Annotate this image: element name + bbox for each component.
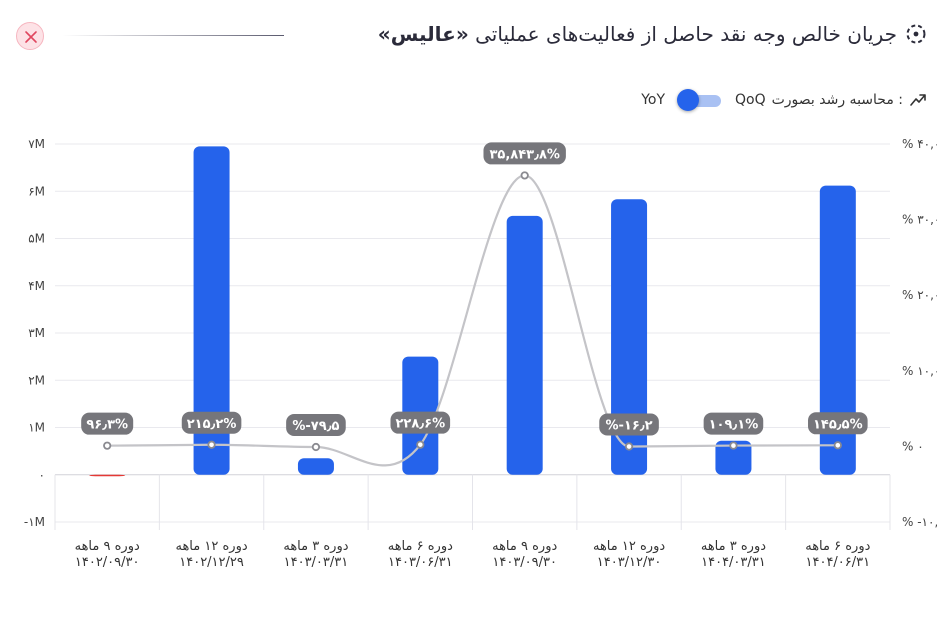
trend-arrow-icon: [910, 94, 926, 106]
growth-value-label: ۲۱۵٫۲%: [187, 417, 237, 432]
y-right-tick-label: % -۱۰,۰۰۰: [902, 515, 937, 529]
title-divider: [62, 35, 284, 36]
y-left-tick-label: ۰: [39, 468, 45, 482]
growth-point: [207, 440, 216, 449]
chart-title: جریان خالص وجه نقد حاصل از فعالیت‌های عم…: [378, 22, 927, 46]
y-left-tick-label: ۶M: [28, 184, 45, 198]
x-tick-date: ۱۴۰۲/۰۹/۳۰: [75, 555, 140, 570]
growth-value-label: ۱۴۵٫۵%: [813, 417, 863, 432]
x-tick-label: دوره ۹ ماهه: [75, 539, 140, 554]
growth-label-bg: [599, 413, 659, 436]
x-tick-date: ۱۴۰۴/۰۶/۳۱: [806, 555, 871, 570]
y-right-tick-label: % ۲۰,۰۰۰: [902, 288, 937, 302]
bar: [715, 440, 752, 475]
title-company: «عالیس»: [377, 22, 469, 46]
x-tick-date: ۱۴۰۳/۱۲/۳۰: [597, 555, 662, 570]
growth-value-label: ۲۲۸٫۶%: [395, 417, 445, 432]
x-tick-date: ۱۴۰۳/۰۳/۳۱: [284, 555, 349, 570]
growth-value-label: ۱۰۹٫۱%: [709, 418, 759, 433]
growth-label: محاسبه رشد بصورت :: [771, 92, 903, 108]
bar: [819, 185, 856, 475]
growth-point: [624, 442, 634, 451]
x-tick-label: دوره ۶ ماهه: [805, 539, 870, 554]
bar: [506, 215, 543, 475]
growth-label-bg: [181, 411, 242, 434]
growth-point: [103, 441, 112, 450]
growth-value-label: %-۷۹٫۵: [292, 419, 339, 434]
y-left-tick-label: ۵M: [28, 232, 45, 246]
growth-label-bg: [483, 142, 566, 165]
x-tick-date: ۱۴۰۳/۰۹/۳۰: [492, 555, 557, 570]
growth-point: [729, 441, 738, 450]
title-bar: جریان خالص وجه نقد حاصل از فعالیت‌های عم…: [0, 18, 937, 54]
growth-point: [416, 440, 425, 449]
page-title: جریان خالص وجه نقد حاصل از فعالیت‌های عم…: [378, 22, 897, 46]
y-left-tick-label: ۱M: [28, 421, 45, 435]
y-left-tick-label: ۴M: [28, 279, 45, 293]
bar: [611, 199, 648, 475]
title-prefix: جریان خالص وجه نقد حاصل از فعالیت‌های عم…: [475, 22, 897, 46]
growth-value-label: ۳۵,۸۴۳٫۸%: [489, 147, 559, 162]
growth-value-label: %-۱۶٫۲: [606, 419, 653, 434]
close-button[interactable]: [16, 22, 44, 50]
y-left-tick-label: -۱M: [24, 515, 45, 529]
y-right-tick-label: % ۱۰,۰۰۰: [902, 364, 937, 378]
growth-value-label: ۹۶٫۳%: [86, 418, 128, 433]
x-tick-date: ۱۴۰۴/۰۳/۳۱: [701, 555, 766, 570]
y-right-tick-label: % ۰: [902, 439, 924, 453]
x-tick-label: دوره ۶ ماهه: [388, 539, 453, 554]
growth-label-bg: [390, 411, 451, 434]
y-left-tick-label: ۷M: [28, 137, 45, 151]
growth-label-bg: [703, 412, 764, 435]
y-right-tick-label: % ۴۰,۰۰۰: [902, 137, 937, 151]
bar: [297, 458, 334, 475]
growth-mode-toggle[interactable]: [677, 89, 723, 111]
x-tick-date: ۱۴۰۳/۰۶/۳۱: [388, 555, 453, 570]
qoq-label[interactable]: QoQ: [735, 92, 766, 108]
y-left-tick-label: ۲M: [28, 373, 45, 387]
growth-point: [520, 171, 529, 180]
x-tick-label: دوره ۱۲ ماهه: [175, 539, 247, 554]
x-tick-label: دوره ۳ ماهه: [283, 539, 348, 554]
growth-controls: محاسبه رشد بصورت : QoQ YoY: [641, 86, 927, 114]
yoy-label[interactable]: YoY: [641, 92, 665, 108]
growth-line: [107, 174, 838, 467]
bar: [193, 146, 230, 475]
growth-label-bg: [808, 412, 868, 435]
growth-label-bg: [81, 412, 134, 435]
growth-label-bg: [286, 414, 346, 437]
y-right-tick-label: % ۳۰,۰۰۰: [902, 213, 937, 227]
y-left-tick-label: ۳M: [28, 326, 45, 340]
x-tick-label: دوره ۹ ماهه: [492, 539, 557, 554]
x-tick-label: دوره ۳ ماهه: [701, 539, 766, 554]
growth-point: [833, 441, 842, 450]
toggle-knob: [677, 89, 699, 111]
dashed-circle-icon: [906, 24, 926, 44]
bar: [89, 474, 126, 477]
close-icon: [25, 31, 37, 43]
x-tick-label: دوره ۱۲ ماهه: [593, 539, 665, 554]
growth-point: [311, 442, 321, 452]
x-tick-date: ۱۴۰۲/۱۲/۲۹: [179, 555, 244, 570]
